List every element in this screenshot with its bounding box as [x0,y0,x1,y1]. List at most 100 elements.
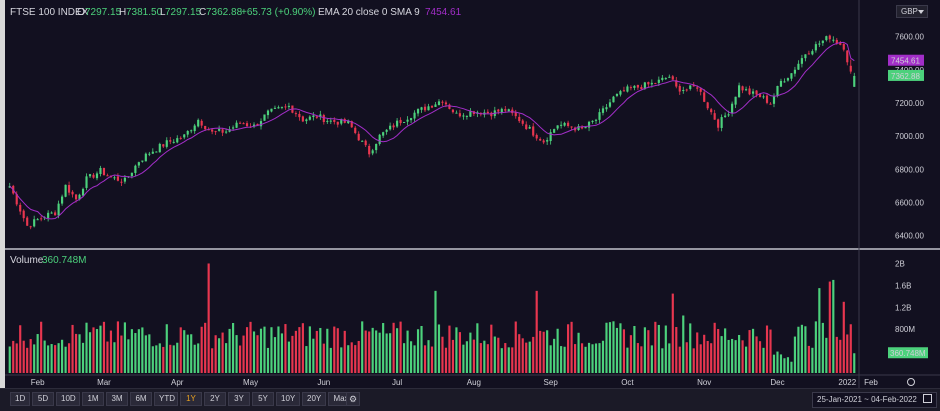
candle-body [33,219,36,227]
volume-bar [786,357,790,373]
volume-bar [266,347,270,373]
range-button-10y[interactable]: 10Y [276,392,300,406]
volume-bar [228,328,231,373]
candle-body [270,108,273,112]
candle-body [179,137,182,139]
volume-bar [608,322,612,373]
date-range-picker[interactable]: 25-Jan-2021 ~ 04-Feb-2022 [812,392,938,408]
candle-body [85,176,88,188]
range-button-20y[interactable]: 20Y [302,392,326,406]
candle-body [396,120,399,127]
volume-bar [532,336,535,373]
candle-body [441,101,444,103]
volume-bar [322,343,325,373]
range-button-3m[interactable]: 3M [106,392,128,406]
candle-body [643,82,646,89]
candle-body [144,153,147,162]
volume-value: 360.748M [42,255,86,266]
candle-body [434,104,437,107]
volume-bar [172,345,175,373]
calendar-icon[interactable] [923,394,933,403]
candle-body [744,89,748,91]
range-button-5d[interactable]: 5D [32,392,54,406]
ohlc-close-label: C [199,7,206,18]
volume-bar [413,345,416,373]
gear-icon[interactable]: ⚙ [346,392,360,406]
volume-bar [47,345,50,373]
candle-body [81,188,85,196]
currency-select[interactable]: GBP [896,5,928,18]
volume-bar [692,348,695,373]
volume-bar [835,336,838,373]
candle-body [507,109,510,112]
indicator-value: 7454.61 [425,7,462,18]
candle-body [74,194,78,200]
candle-body [420,107,423,110]
volume-bar [525,342,528,373]
candle-body [364,140,367,146]
volume-bar [399,321,402,373]
candle-body [64,184,67,197]
volume-bar [626,347,629,373]
candle-body [95,173,99,179]
chart-frame: 7600.007400.007200.007000.006800.006600.… [5,0,940,398]
date-range-from: 25-Jan-2021 [817,395,862,404]
volume-bar [207,263,210,373]
volume-bar [451,339,455,373]
chart-canvas[interactable]: 7600.007400.007200.007000.006800.006600.… [5,0,940,388]
volume-bar [141,327,144,373]
candle-body [647,82,650,85]
volume-bar [483,340,486,373]
range-button-5y[interactable]: 5Y [252,392,274,406]
volume-bar [535,290,538,373]
candle-body [727,114,730,116]
candle-body [490,112,493,117]
candle-body [263,114,266,121]
candle-body [790,73,793,79]
range-button-1m[interactable]: 1M [82,392,104,406]
candle-body [570,126,573,128]
time-axis-label: May [243,378,258,387]
candle-body [238,122,242,124]
range-button-ytd[interactable]: YTD [154,392,178,406]
volume-bar [748,330,751,373]
candle-body [846,50,849,63]
range-button-3y[interactable]: 3Y [228,392,250,406]
candle-body [633,85,636,88]
candle-body [148,153,151,155]
volume-bar [242,335,245,373]
candle-body [437,101,441,106]
candle-body [518,116,521,122]
volume-bar [183,330,186,373]
volume-bar [116,321,120,373]
volume-bar [605,322,608,373]
range-button-2y[interactable]: 2Y [204,392,226,406]
range-button-1d[interactable]: 1D [10,392,30,406]
volume-bar [744,346,748,373]
volume-bar [682,315,685,373]
candle-body [853,75,856,87]
volume-bar [528,341,531,373]
candle-body [661,77,664,80]
candle-body [141,160,144,162]
candle-body [720,117,723,128]
volume-bar [287,341,291,373]
range-button-10d[interactable]: 10D [56,392,80,406]
volume-bar [654,321,657,373]
candle-body [165,140,168,147]
volume-bar [371,327,374,373]
candle-body [280,106,284,108]
volume-bar [409,341,413,373]
volume-bar [629,335,632,373]
volume-bar [738,334,741,373]
candle-body [413,112,416,119]
range-button-1y[interactable]: 1Y [180,392,202,406]
volume-bar [235,335,238,373]
range-button-6m[interactable]: 6M [130,392,152,406]
volume-bar [99,325,102,373]
volume-bar [221,332,224,373]
chart-header: FTSE 100 INDEX O 7297.15 H 7381.50 L 729… [10,7,462,266]
candle-body [706,102,709,109]
volume-bar [33,344,36,373]
ohlc-open-label: O [77,7,85,18]
